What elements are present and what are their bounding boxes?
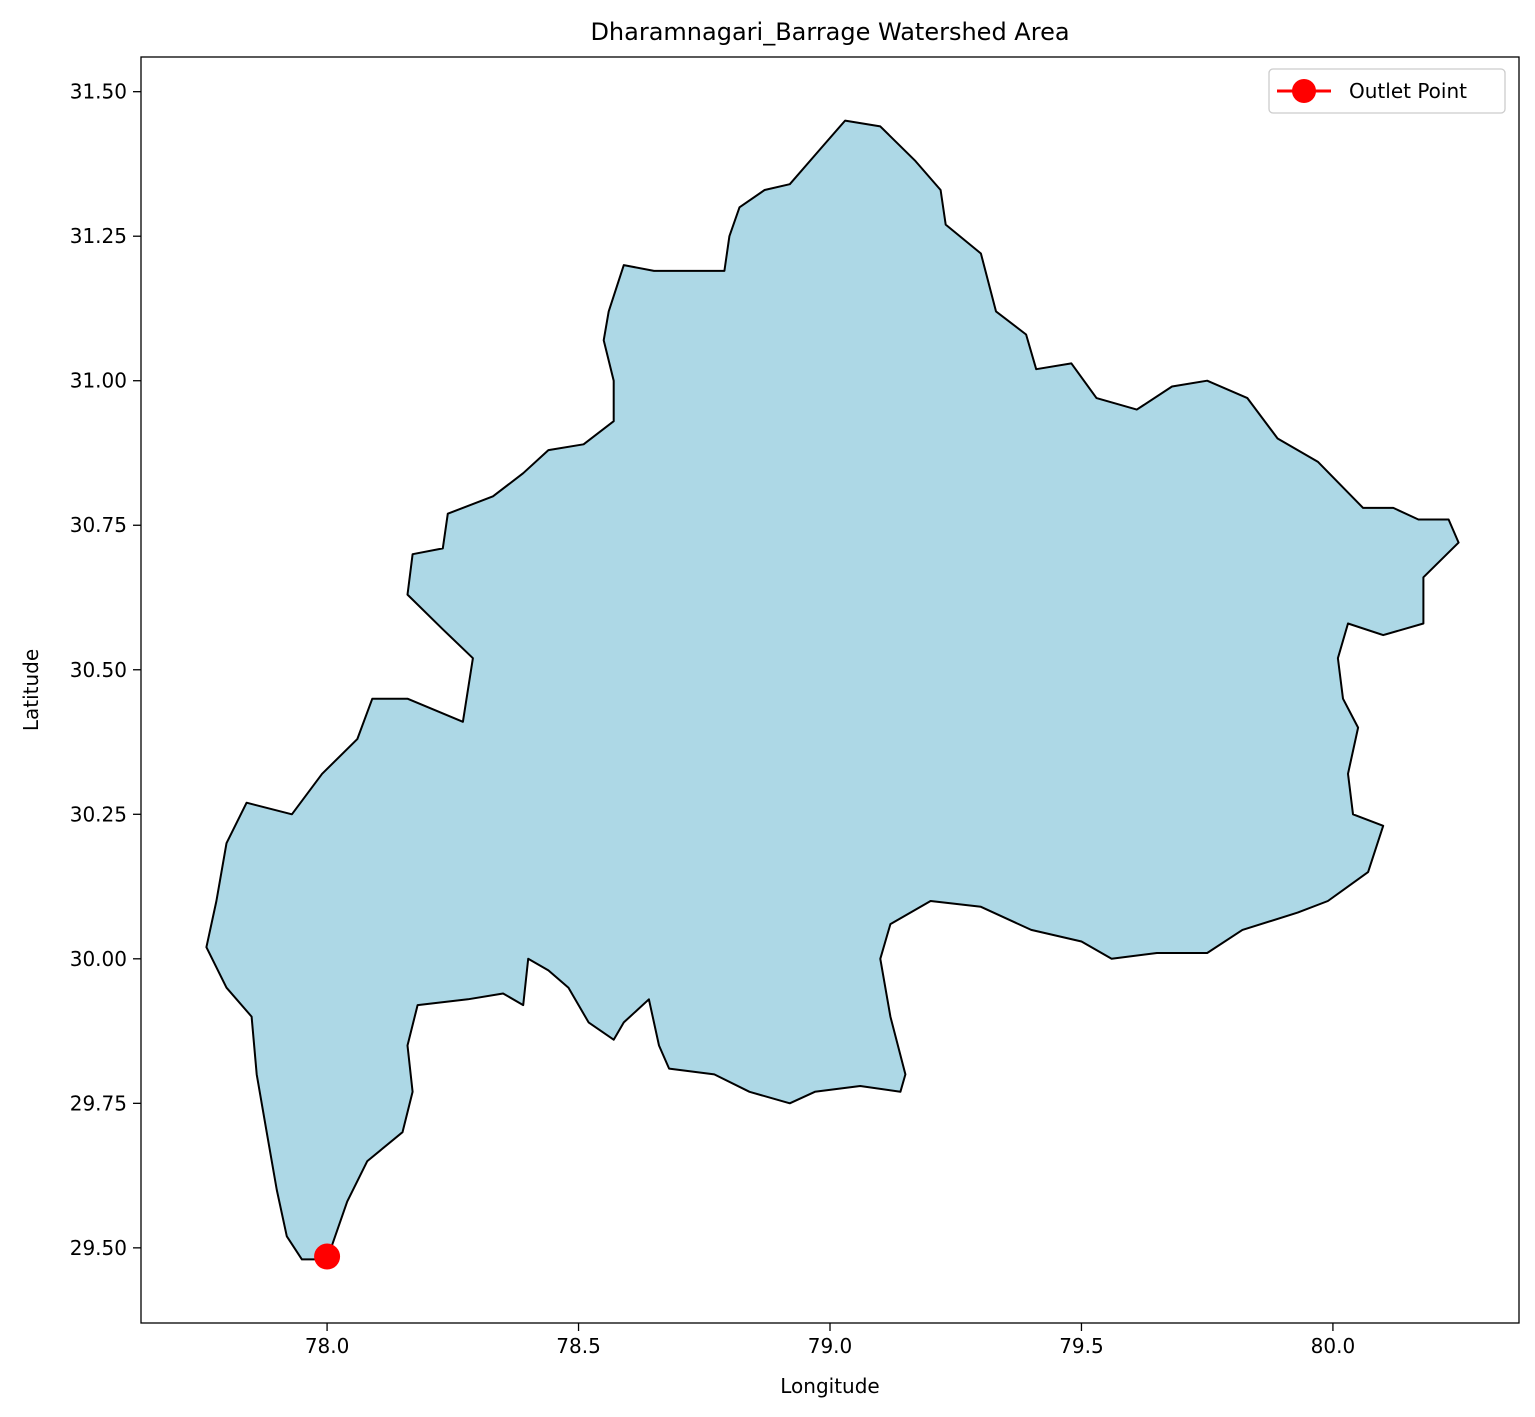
y-tick-label: 29.75 — [70, 1091, 127, 1115]
y-axis-label: Latitude — [19, 649, 43, 731]
y-tick-label: 31.50 — [70, 80, 127, 104]
x-tick-label: 79.5 — [1059, 1334, 1104, 1358]
y-tick-label: 30.50 — [70, 658, 127, 682]
chart-title: Dharamnagari_Barrage Watershed Area — [590, 18, 1069, 46]
y-tick-label: 30.75 — [70, 513, 127, 537]
y-tick-label: 31.25 — [70, 224, 127, 248]
y-tick-label: 29.50 — [70, 1236, 127, 1260]
y-tick-label: 30.00 — [70, 947, 127, 971]
x-tick-label: 78.0 — [305, 1334, 350, 1358]
legend-marker-sample — [1292, 79, 1316, 103]
x-axis-label: Longitude — [780, 1374, 879, 1398]
legend: Outlet Point — [1269, 69, 1505, 113]
x-tick-label: 78.5 — [556, 1334, 601, 1358]
legend-label: Outlet Point — [1349, 79, 1467, 103]
x-tick-label: 79.0 — [808, 1334, 853, 1358]
y-tick-label: 31.00 — [70, 369, 127, 393]
x-tick-label: 80.0 — [1311, 1334, 1356, 1358]
outlet-point-marker — [314, 1244, 340, 1270]
y-tick-label: 30.25 — [70, 802, 127, 826]
